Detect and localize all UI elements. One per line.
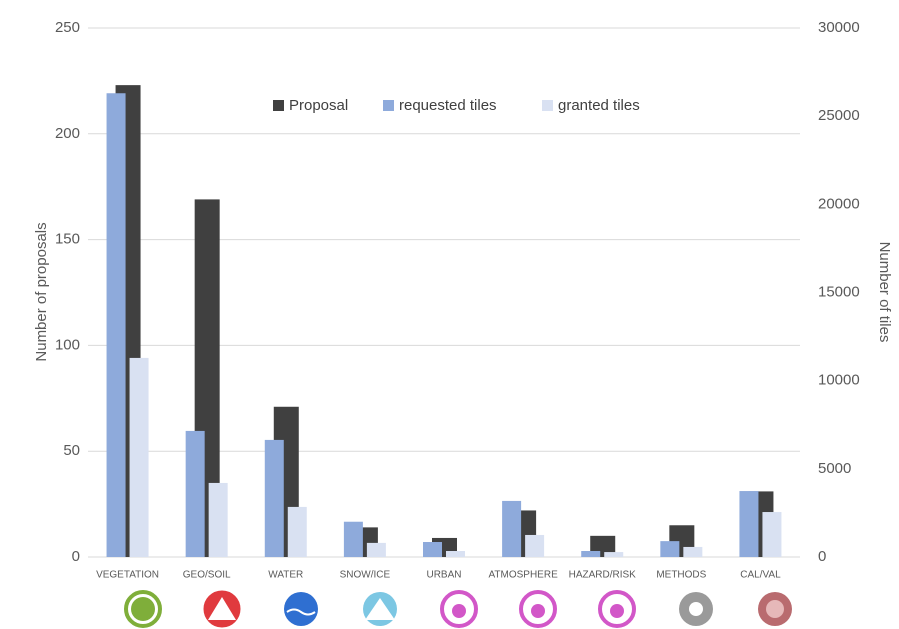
legend-swatch — [542, 100, 553, 111]
bar — [287, 506, 307, 557]
legend-swatch — [383, 100, 394, 111]
x-tick-label: ATMOSPHERE — [488, 570, 558, 581]
bar — [366, 542, 386, 557]
y-tick-label: 100 — [55, 336, 80, 353]
y2-tick-label: 5000 — [818, 460, 851, 477]
legend-label: granted tiles — [558, 97, 640, 114]
legend-label: Proposal — [289, 97, 348, 114]
bar — [660, 541, 680, 557]
y2-tick-label: 10000 — [818, 372, 860, 389]
bar — [106, 93, 126, 557]
y-tick-label: 50 — [63, 442, 80, 459]
bar — [185, 430, 205, 557]
x-tick-label: HAZARD/RISK — [569, 570, 637, 581]
bar — [343, 521, 363, 557]
bar — [762, 512, 782, 557]
bar — [423, 542, 442, 557]
y-tick-label: 150 — [55, 231, 80, 248]
legend-swatch — [273, 100, 284, 111]
y2-tick-label: 15000 — [818, 283, 860, 300]
bar — [581, 551, 601, 557]
y2-tick-label: 20000 — [818, 195, 860, 212]
bar — [525, 534, 545, 557]
x-tick-label: URBAN — [426, 570, 461, 581]
x-tick-label: VEGETATION — [96, 570, 159, 581]
bar — [129, 357, 149, 557]
x-tick-label: SNOW/ICE — [340, 570, 391, 581]
y-axis-label: Number of proposals — [33, 222, 50, 361]
x-tick-label: WATER — [268, 570, 303, 581]
y2-tick-label: 25000 — [818, 107, 860, 124]
y2-axis-label: Number of tiles — [876, 242, 893, 343]
x-tick-label: METHODS — [656, 570, 706, 581]
bar — [264, 439, 284, 557]
bar — [502, 500, 522, 557]
category-icons — [124, 590, 792, 628]
legend-label: requested tiles — [399, 97, 497, 114]
x-tick-label: CAL/VAL — [740, 570, 781, 581]
bar — [683, 546, 703, 557]
bar — [604, 552, 624, 557]
bar — [208, 482, 228, 557]
y-tick-label: 200 — [55, 125, 80, 142]
y2-tick-label: 30000 — [818, 19, 860, 36]
y2-tick-label: 0 — [818, 548, 826, 565]
bar — [446, 551, 465, 557]
bar — [739, 491, 759, 557]
y-tick-label: 250 — [55, 19, 80, 36]
y-tick-label: 0 — [72, 548, 80, 565]
x-tick-label: GEO/SOIL — [183, 570, 231, 581]
